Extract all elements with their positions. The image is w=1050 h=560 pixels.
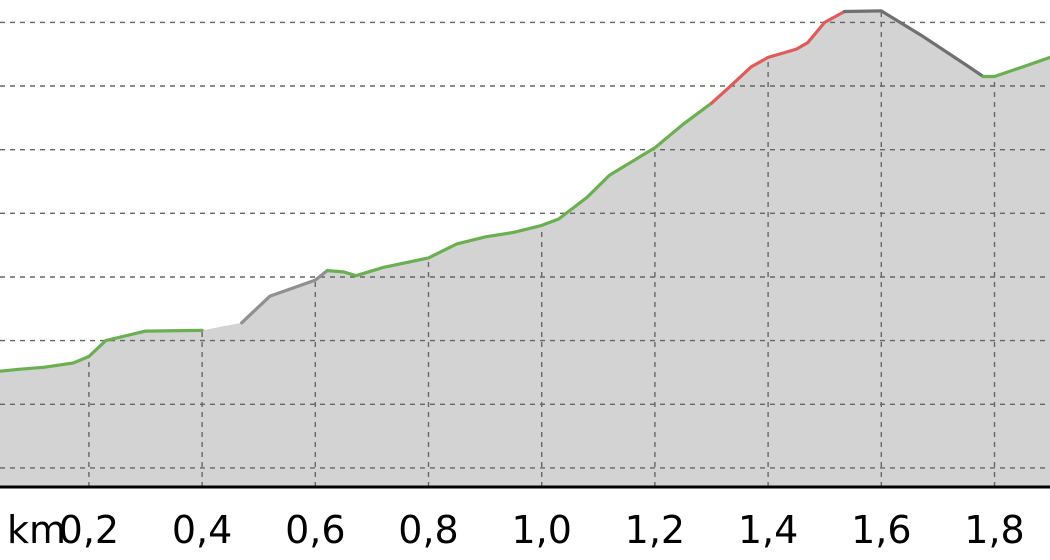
elevation-line-segment-2: [240, 269, 329, 325]
elevation-line-segment-5: [842, 9, 985, 79]
x-tick-label: 0,4: [172, 508, 232, 552]
x-tick-label: 0,2: [59, 508, 119, 552]
x-tick-label: 1,0: [511, 508, 571, 552]
x-tick-label: 1,2: [625, 508, 685, 552]
x-tick-labels: 0,2 0,4 0,6 0,8 1,0 1,2 1,4 1,6 1,8: [59, 508, 1025, 552]
elevation-line-segment-4: [709, 9, 847, 105]
x-tick-label: 1,8: [964, 508, 1024, 552]
x-tick-label: 0,6: [285, 508, 345, 552]
gridlines-layer: [0, 10, 1050, 487]
x-tick-label: 0,8: [398, 508, 458, 552]
elevation-line-segment-6: [981, 55, 1050, 79]
elevation-line-segment-3: [325, 101, 714, 278]
x-axis-unit-label: km: [7, 508, 66, 552]
elevation-line-layer: [0, 9, 1050, 373]
elevation-area-layer: [0, 10, 1050, 488]
x-tick-label: 1,4: [738, 508, 798, 552]
elevation-line-segment-1: [0, 328, 204, 373]
elevation-area: [0, 10, 1050, 488]
x-tick-label: 1,6: [851, 508, 911, 552]
